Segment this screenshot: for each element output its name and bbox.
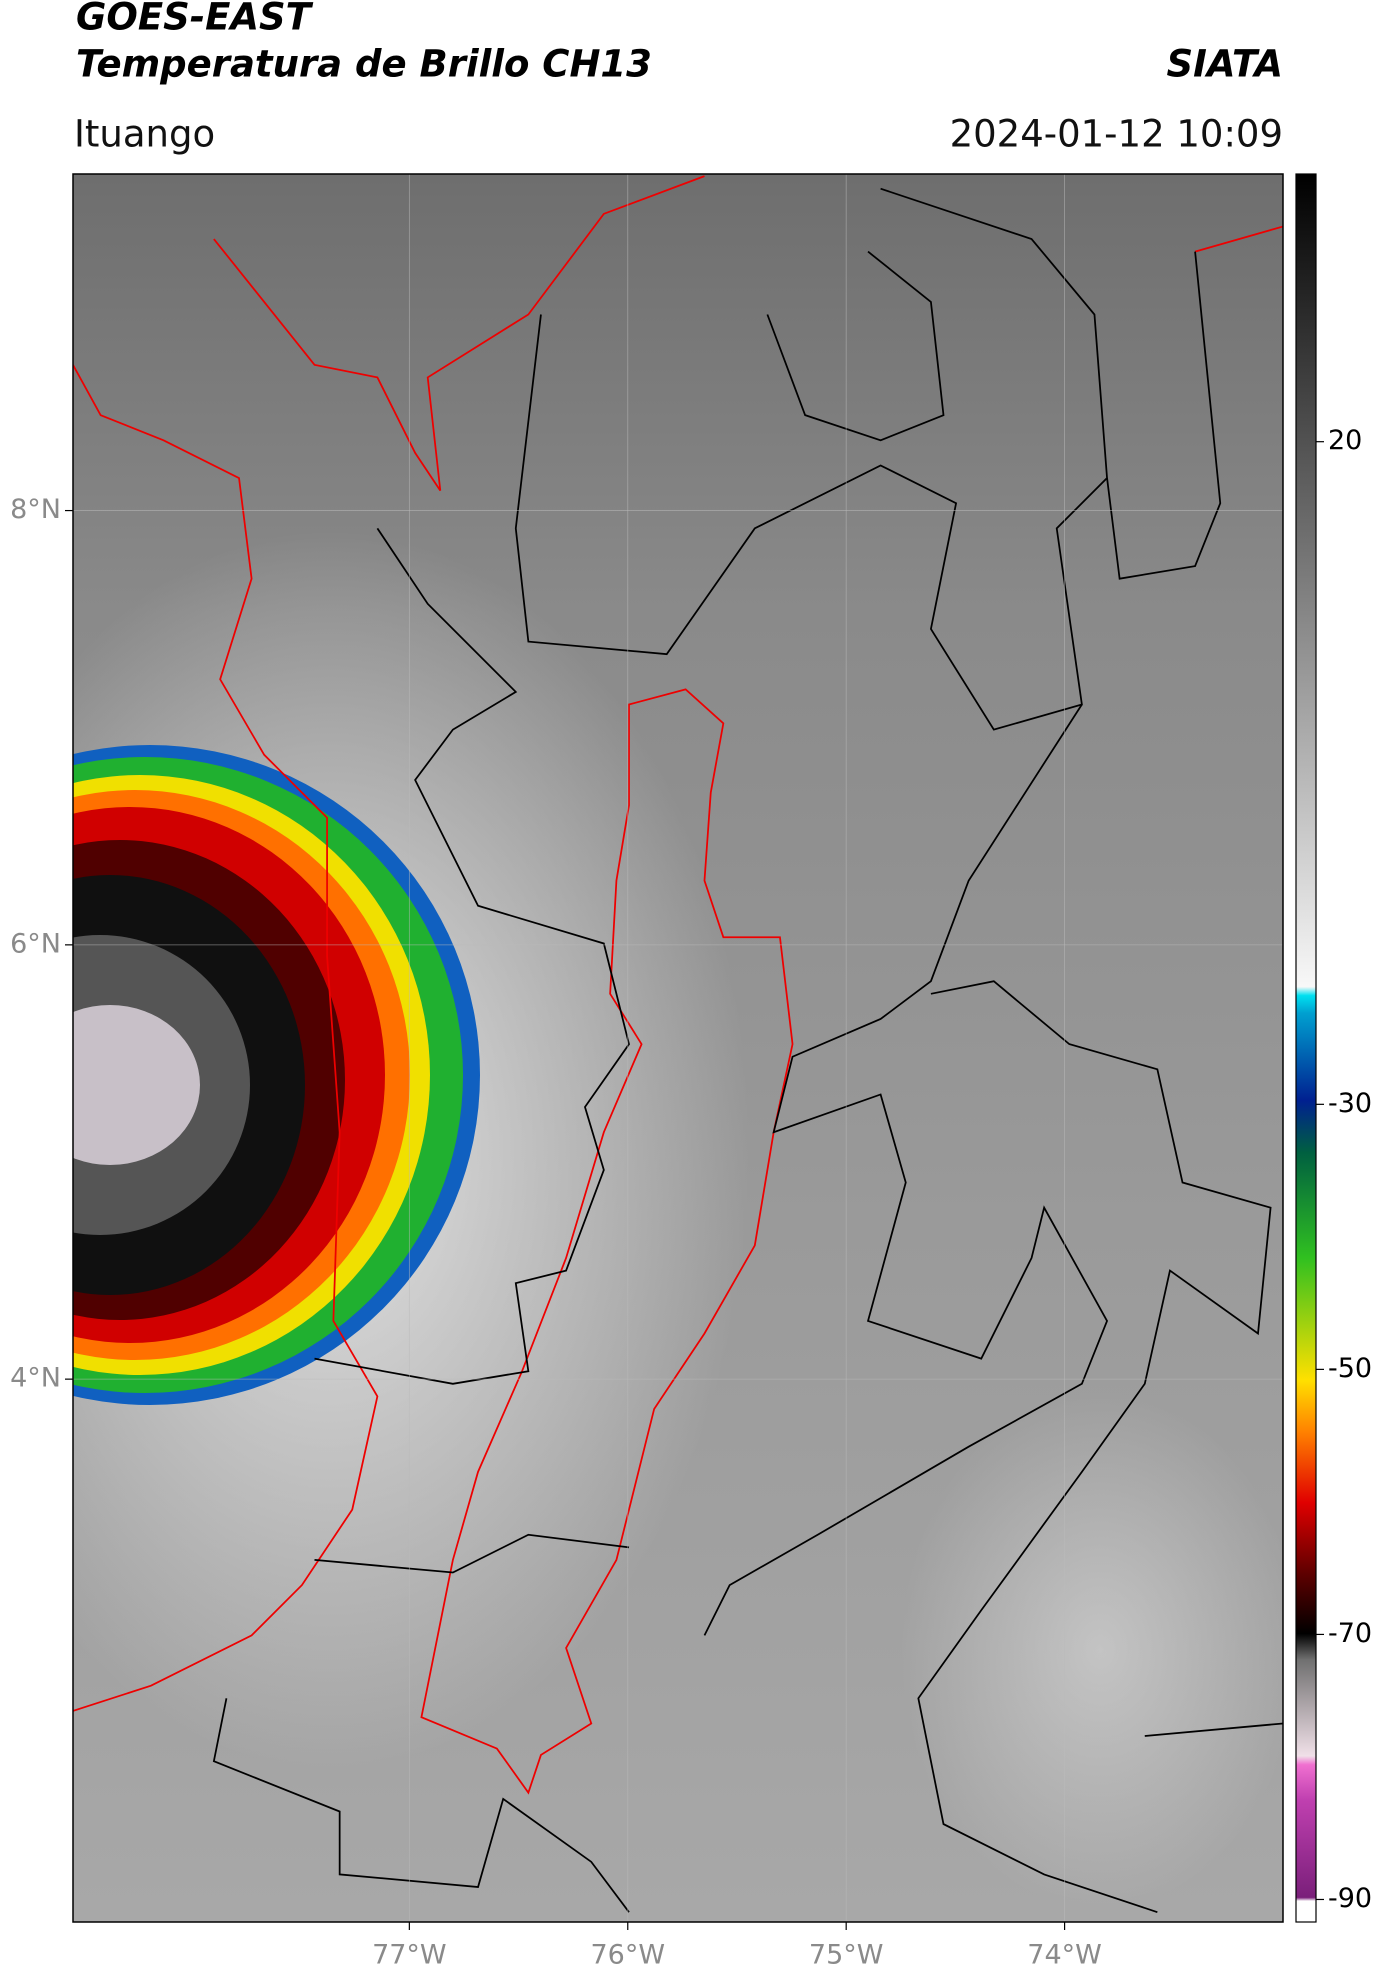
x-tick-label: 74°W <box>1027 1940 1102 1971</box>
y-tick-label: 4°N <box>10 1363 61 1394</box>
timestamp: 2024-01-12 10:09 <box>950 113 1283 156</box>
colorbar-tick-label: -90 <box>1328 1883 1372 1914</box>
subtitle: Temperatura de Brillo CH13 <box>76 43 652 86</box>
location: Ituango <box>74 113 215 156</box>
title: GOES-EAST <box>76 0 314 39</box>
brand: SIATA <box>1166 43 1283 86</box>
y-tick-label: 6°N <box>10 928 61 959</box>
colorbar-tick-label: 20 <box>1328 425 1362 456</box>
colorbar-tick-label: -50 <box>1328 1353 1372 1384</box>
y-tick-label: 8°N <box>10 494 61 525</box>
x-tick-label: 75°W <box>809 1940 884 1971</box>
x-tick-label: 76°W <box>590 1940 665 1971</box>
x-tick-label: 77°W <box>372 1940 447 1971</box>
colorbar <box>1295 173 1317 1923</box>
colorbar-tick-label: -70 <box>1328 1618 1372 1649</box>
colorbar-tick-label: -30 <box>1328 1088 1372 1119</box>
map-frame <box>72 173 1284 1923</box>
satellite-image <box>73 174 1283 1922</box>
